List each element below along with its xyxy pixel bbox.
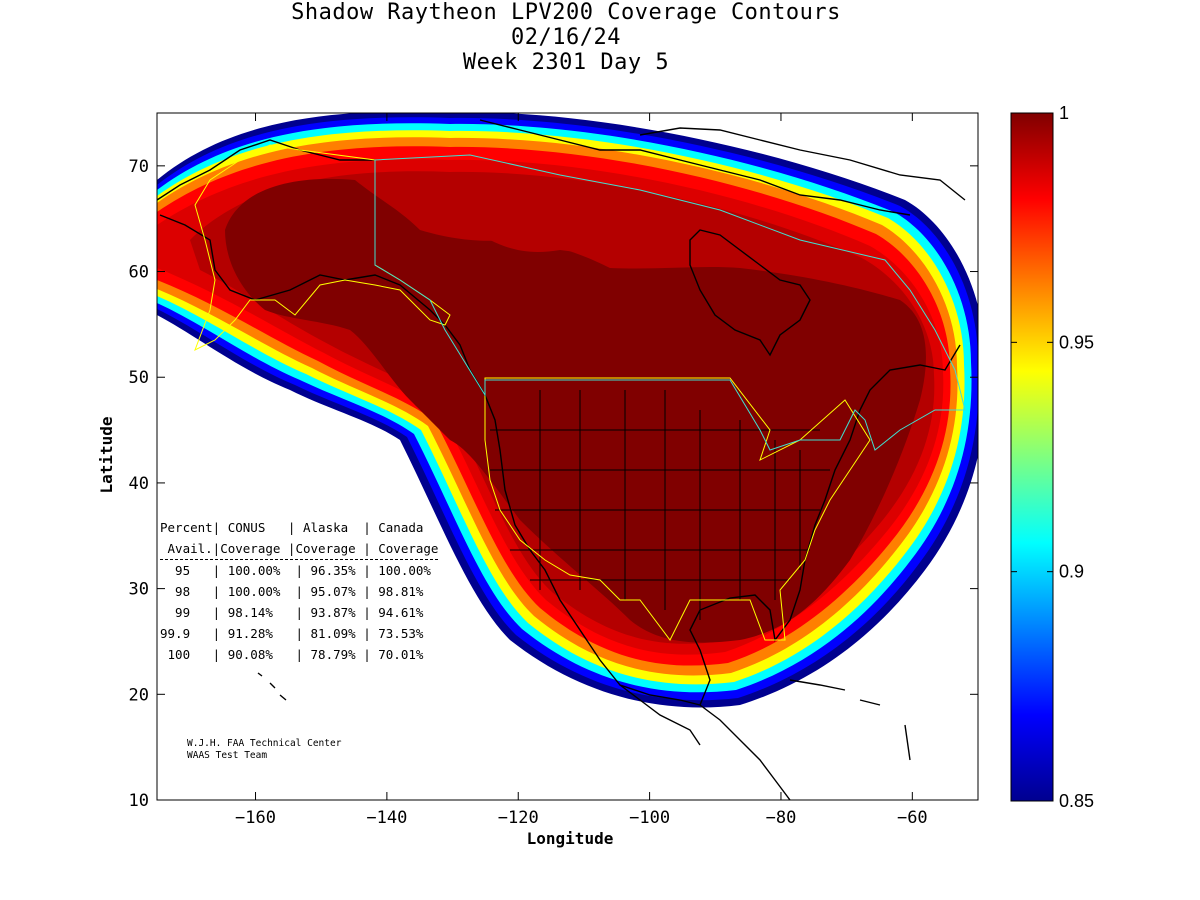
y-tick-label: 10 bbox=[129, 791, 149, 811]
colorbar-tick-label: 0.85 bbox=[1059, 791, 1094, 811]
chart-week-day: Week 2301 Day 5 bbox=[462, 50, 670, 75]
y-tick-label: 70 bbox=[129, 157, 149, 177]
coastline-alaska bbox=[157, 139, 446, 326]
credit-line-2: WAAS Test Team bbox=[187, 750, 268, 761]
stats-row: 100 | 90.08% | 78.79% | 70.01% bbox=[160, 647, 424, 662]
y-axis: 10 20 30 40 50 60 70 bbox=[129, 157, 978, 811]
contour-core-alaska bbox=[225, 178, 926, 643]
chart-date: 02/16/24 bbox=[511, 25, 621, 50]
x-tick-label: −140 bbox=[366, 808, 407, 828]
stats-row: 98 | 100.00% | 95.07% | 98.81% bbox=[160, 584, 424, 599]
stats-row: 99 | 98.14% | 93.87% | 94.61% bbox=[160, 605, 424, 620]
x-tick-label: −120 bbox=[498, 808, 539, 828]
x-axis: −160 −140 −120 −100 −80 −60 bbox=[235, 113, 928, 828]
coverage-contours bbox=[157, 113, 978, 708]
stats-row: 95 | 100.00% | 96.35% | 100.00% bbox=[160, 563, 431, 578]
coastline-gulf bbox=[689, 344, 961, 706]
y-tick-label: 40 bbox=[129, 474, 149, 494]
coastline-caribbean bbox=[789, 679, 911, 761]
colorbar-tick-label: 0.95 bbox=[1059, 332, 1094, 352]
x-tick-label: −80 bbox=[766, 808, 797, 828]
colorbar-ticks: 1 0.95 0.9 0.85 bbox=[1011, 103, 1094, 811]
title-block: Shadow Raytheon LPV200 Coverage Contours… bbox=[0, 0, 1132, 75]
coastline-mexico-central bbox=[619, 684, 791, 800]
y-tick-label: 50 bbox=[129, 368, 149, 388]
stats-header-1: Percent| CONUS | Alaska | Canada bbox=[160, 520, 424, 535]
x-tick-label: −100 bbox=[629, 808, 670, 828]
stats-row: 99.9 | 91.28% | 81.09% | 73.53% bbox=[160, 626, 424, 641]
y-axis-title: Latitude bbox=[97, 416, 116, 493]
hawaii bbox=[257, 672, 287, 701]
colorbar: 1 0.95 0.9 0.85 bbox=[1010, 103, 1094, 811]
x-axis-title: Longitude bbox=[527, 829, 614, 848]
coastline-arctic bbox=[479, 119, 966, 216]
conus-outline bbox=[194, 144, 871, 641]
colorbar-gradient bbox=[1010, 112, 1054, 802]
geo-outlines bbox=[157, 119, 966, 800]
y-tick-label: 30 bbox=[129, 580, 149, 600]
contour-hole-canada bbox=[480, 207, 684, 258]
coverage-stats-table: Percent| CONUS | Alaska | Canada Avail.|… bbox=[160, 517, 439, 665]
stats-header-2: Avail.|Coverage |Coverage | Coverage bbox=[160, 538, 439, 560]
y-tick-label: 60 bbox=[129, 263, 149, 283]
canada-outline bbox=[374, 154, 966, 451]
chart-title: Shadow Raytheon LPV200 Coverage Contours bbox=[291, 0, 841, 25]
x-tick-label: −60 bbox=[897, 808, 928, 828]
colorbar-tick-label: 1 bbox=[1059, 103, 1069, 123]
coastline-hudson bbox=[689, 229, 811, 357]
plot-frame bbox=[156, 112, 979, 801]
x-tick-label: −160 bbox=[235, 808, 276, 828]
state-boundaries bbox=[490, 390, 830, 620]
y-tick-label: 20 bbox=[129, 685, 149, 705]
colorbar-tick-label: 0.9 bbox=[1059, 562, 1084, 582]
credit-line-1: W.J.H. FAA Technical Center bbox=[187, 738, 342, 749]
